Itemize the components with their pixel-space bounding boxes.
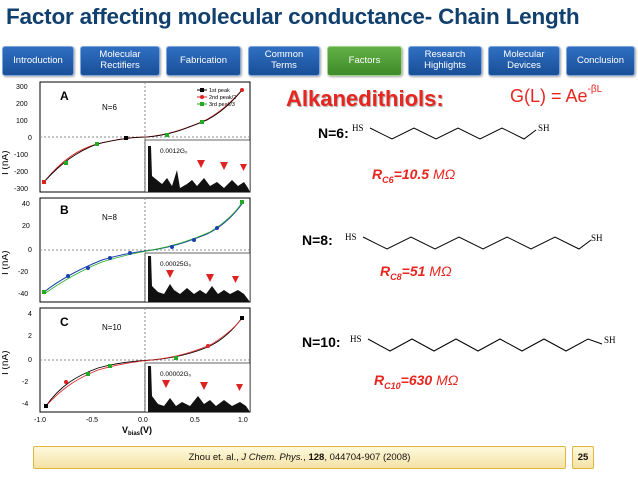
resistance-c8: RC8=51 MΩ: [380, 263, 452, 282]
alkanedithiols-heading: Alkanedithiols:: [286, 86, 444, 111]
panel-b-ytick: -20: [18, 269, 28, 276]
molecule-n10-hs: HS: [350, 334, 362, 344]
resistance-c6: RC6=10.5 MΩ: [372, 166, 456, 185]
panel-c-ytick: 4: [28, 311, 32, 318]
slide-title: Factor affecting molecular conductance- …: [6, 4, 580, 29]
panel-b-ytick: -40: [18, 291, 28, 298]
panel-c: C N=10 4 2 0 -2 -4 0.00002G₀: [22, 307, 251, 413]
panel-c-ytick: 2: [28, 333, 32, 340]
y-axis-label-a: I (nA): [2, 151, 11, 175]
x-axis-label: Vbias(V): [122, 425, 152, 435]
iv-curve-svg: I (nA) I (nA) I (nA) A N=6 1st peak 2nd …: [2, 80, 258, 435]
panel-b-letter: B: [60, 203, 69, 217]
nav-tab-conclusion[interactable]: Conclusion: [566, 46, 635, 76]
panel-a-letter: A: [60, 89, 69, 103]
panel-a-ytick: -200: [14, 169, 28, 176]
molecule-n6-sh: SH: [538, 123, 550, 133]
citation-box: Zhou et. al., J Chem. Phys., 128, 044704…: [33, 446, 566, 469]
legend-2nd-peak: 2nd peak/2: [209, 95, 236, 101]
molecule-n10-label: N=10:: [302, 334, 341, 350]
panel-c-n-label: N=10: [102, 323, 122, 332]
conductance-formula: G(L) = Ae-βL: [510, 84, 603, 106]
xtick: -0.5: [86, 417, 98, 424]
nav-tab-fabrication[interactable]: Fabrication: [166, 46, 241, 76]
molecule-n8-sh: SH: [591, 233, 603, 243]
panel-b-ytick: 20: [22, 223, 30, 230]
molecule-n8-hs: HS: [345, 232, 357, 242]
panel-b-n-label: N=8: [102, 213, 117, 222]
panel-c-ytick: 0: [28, 357, 32, 364]
molecule-n6-hs: HS: [352, 123, 364, 133]
xtick: -1.0: [34, 417, 46, 424]
molecule-n6-label: N=6:: [318, 125, 349, 141]
resistance-c10: RC10=630 MΩ: [374, 372, 459, 391]
molecule-n10-chain: HS SH: [350, 334, 616, 352]
xtick: 0.5: [190, 417, 200, 424]
legend-3rd-peak: 3rd peak/3: [209, 102, 235, 108]
nav-tab-research-highlights[interactable]: Research Highlights: [408, 46, 482, 76]
panel-c-ytick: -4: [22, 401, 28, 408]
panel-c-ytick: -2: [22, 379, 28, 386]
panel-c-letter: C: [60, 315, 69, 329]
xtick: 1.0: [238, 417, 248, 424]
panel-b: B N=8 40 20 0 -20 -40 0.00025G₀: [18, 197, 251, 303]
panel-b-ytick: 40: [22, 201, 30, 208]
molecule-n6-chain: HS SH: [352, 123, 550, 140]
panel-c-conductance: 0.00002G₀: [160, 371, 192, 378]
iv-curve-figure: I (nA) I (nA) I (nA) A N=6 1st peak 2nd …: [2, 80, 258, 435]
nav-tab-factors[interactable]: Factors: [327, 46, 402, 76]
panel-a-ytick: 200: [16, 101, 28, 108]
molecule-n8-label: N=8:: [302, 232, 333, 248]
y-axis-label-b: I (nA): [2, 251, 11, 275]
panel-a-conductance: 0.0012G₀: [160, 148, 188, 155]
nav-tab-introduction[interactable]: Introduction: [2, 46, 74, 76]
panel-b-conductance: 0.00025G₀: [160, 261, 192, 268]
panel-a-ytick: 300: [16, 84, 28, 91]
panel-b-ytick: 0: [28, 247, 32, 254]
nav-tab-common-terms[interactable]: Common Terms: [248, 46, 320, 76]
xtick: 0.0: [138, 417, 148, 424]
citation-text: Zhou et. al., J Chem. Phys., 128, 044704…: [188, 452, 411, 463]
panel-a-ytick: -100: [14, 152, 28, 159]
page-number: 25: [572, 446, 594, 469]
y-axis-label-c: I (nA): [2, 351, 11, 375]
molecule-n10-sh: SH: [604, 335, 616, 345]
section-nav-bar: Introduction Molecular Rectifiers Fabric…: [0, 44, 638, 78]
legend-1st-peak: 1st peak: [209, 88, 230, 94]
panel-a-ytick: -300: [14, 186, 28, 193]
panel-a: A N=6 1st peak 2nd peak/2 3rd peak/3 300…: [14, 81, 251, 193]
nav-tab-molecular-rectifiers[interactable]: Molecular Rectifiers: [80, 46, 160, 76]
panel-a-ytick: 100: [16, 118, 28, 125]
panel-a-ytick: 0: [28, 135, 32, 142]
molecule-n8-chain: HS SH: [345, 232, 603, 250]
nav-tab-molecular-devices[interactable]: Molecular Devices: [488, 46, 560, 76]
panel-a-n-label: N=6: [102, 103, 117, 112]
